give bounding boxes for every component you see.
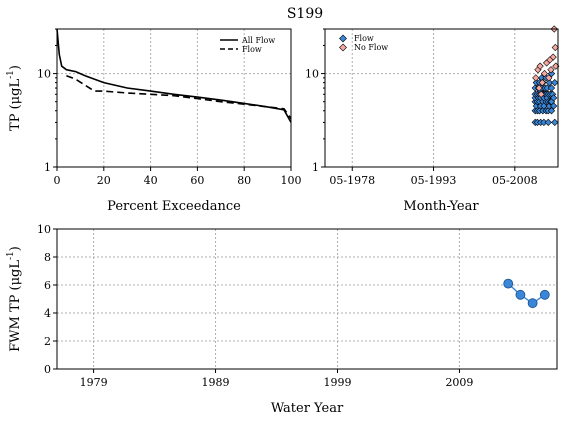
exceedance-x-tick-label: 100: [281, 174, 302, 187]
scatter-point-flow: [545, 79, 553, 87]
month-year-frame: [324, 28, 559, 168]
scatter-point-flow: [550, 94, 558, 102]
exceedance-y-tick-label: 10: [37, 68, 51, 81]
exceedance-xlabel: Percent Exceedance: [107, 199, 241, 214]
fwm-gridlines: [57, 228, 557, 370]
fwm-point: [515, 289, 526, 300]
exceedance-ylabel-main: TP (μgL: [8, 79, 23, 131]
scatter-point-flow: [550, 102, 558, 110]
scatter-point-no-flow: [536, 62, 544, 70]
month-year-x-tick-label: 05-2008: [492, 174, 538, 187]
fwm-ylabel-sup: -1: [6, 251, 16, 260]
legend-marker-no-flow: [339, 43, 347, 52]
fwm-ylabel-main: FWM TP (μgL: [8, 260, 23, 352]
fwm-ylabel: FWM TP (μgL-1): [6, 246, 23, 352]
month-year-plot-area: [531, 25, 560, 127]
scatter-point-no-flow: [540, 69, 549, 78]
scatter-point-flow: [547, 84, 556, 92]
month-year-x-tick-label: 05-1993: [411, 174, 457, 187]
legend-label-no-flow: No Flow: [354, 43, 388, 52]
series-line-all-flow: [56, 28, 292, 123]
fwm-y-tick-label: 6: [44, 279, 51, 292]
scatter-point-flow: [547, 107, 556, 115]
scatter-point-no-flow: [537, 90, 545, 98]
fwm-series-line: [507, 283, 546, 305]
exceedance-x-tick-label: 80: [237, 174, 251, 187]
exceedance-ylabel: TP (μgL-1): [6, 65, 23, 131]
fwm-x-tick-label: 1979: [80, 376, 108, 389]
exceedance-frame: [56, 28, 292, 168]
scatter-point-flow: [551, 118, 559, 127]
legend-marker-flow: [339, 34, 347, 43]
legend-label-flow-scatter: Flow: [354, 34, 374, 43]
month-year-panel: 05-1978 05-1993 05-2008 1 10 Month-Year Flow…: [305, 25, 560, 214]
exceedance-y-tick-label: 1: [44, 161, 51, 174]
scatter-point-no-flow: [549, 53, 557, 61]
fwm-x-tick-label: 2009: [445, 376, 473, 389]
exceedance-x-tick-label: 60: [190, 174, 204, 187]
fwm-plot-area: [503, 278, 550, 309]
exceedance-x-tick-label: 40: [144, 174, 158, 187]
scatter-point-flow: [544, 118, 552, 127]
fwm-xlabel: Water Year: [271, 401, 344, 416]
month-year-x-tick-label: 05-1978: [329, 174, 375, 187]
fwm-panel: 1979 1989 1999 2009 0 2 4 6 8 10 Water Year FWM T…: [6, 223, 558, 416]
fwm-ticks: 1979 1989 1999 2009 0 2 4 6 8 10: [37, 223, 473, 389]
fwm-point: [539, 289, 550, 300]
fwm-y-tick-label: 2: [44, 335, 51, 348]
month-year-xlabel: Month-Year: [403, 199, 479, 214]
scatter-point-no-flow: [545, 74, 553, 82]
figure-title: S199: [287, 6, 323, 22]
legend-label-flow: Flow: [242, 45, 262, 54]
month-year-ticks: 05-1978 05-1993 05-2008 1 10: [305, 28, 538, 187]
exceedance-panel: 0 20 40 60 80 100 1 10 Percent Exceedance TP (μ…: [6, 28, 302, 214]
fwm-x-tick-label: 1999: [323, 376, 351, 389]
fwm-y-tick-label: 8: [44, 251, 51, 264]
scatter-point-no-flow: [535, 84, 543, 92]
scatter-point-flow: [551, 79, 559, 87]
exceedance-ylabel-sup: -1: [6, 70, 16, 79]
fwm-y-tick-label: 0: [44, 363, 51, 376]
legend-label-all-flow: All Flow: [241, 36, 275, 45]
month-year-y-tick-label: 10: [305, 68, 319, 81]
fwm-y-tick-label: 10: [37, 223, 51, 236]
fwm-y-tick-label: 4: [44, 307, 51, 320]
month-year-legend: Flow No Flow: [339, 34, 388, 52]
scatter-point-no-flow: [551, 43, 559, 52]
scatter-point-no-flow: [547, 66, 555, 74]
scatter-point-no-flow: [546, 56, 554, 64]
fwm-point: [503, 278, 514, 289]
fwm-ylabel-close: ): [8, 246, 23, 251]
series-line-flow: [66, 74, 292, 120]
scatter-point-no-flow: [538, 79, 546, 87]
exceedance-x-tick-label: 20: [97, 174, 111, 187]
fwm-point: [527, 298, 538, 309]
scatter-point-no-flow: [532, 74, 540, 82]
exceedance-legend: All Flow Flow: [220, 36, 275, 54]
exceedance-ylabel-close: ): [8, 65, 23, 70]
exceedance-plot-area: [56, 28, 292, 123]
exceedance-x-tick-label: 0: [54, 174, 61, 187]
month-year-y-tick-label: 1: [312, 161, 319, 174]
fwm-frame: [56, 228, 558, 370]
exceedance-ticks: 0 20 40 60 80 100 1 10: [37, 28, 302, 187]
fwm-x-tick-label: 1989: [202, 376, 230, 389]
